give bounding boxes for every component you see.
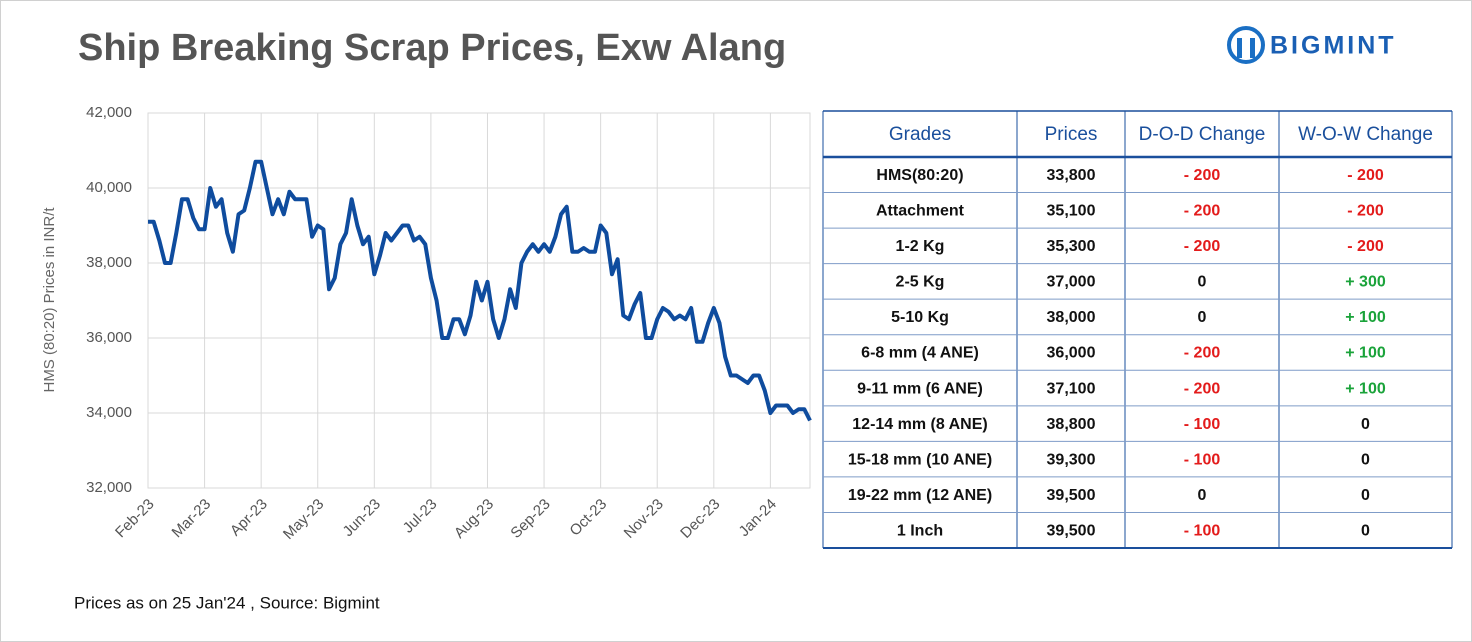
table-cell: 1-2 Kg: [896, 238, 945, 255]
table-cell: Attachment: [876, 203, 965, 220]
table-cell: - 100: [1184, 522, 1221, 539]
table-cell: 38,000: [1047, 309, 1096, 326]
table-cell: - 200: [1184, 238, 1221, 255]
table-cell: - 200: [1347, 167, 1384, 184]
table-cell: 35,100: [1047, 203, 1096, 220]
table-cell: 39,500: [1047, 487, 1096, 504]
table-cell: 33,800: [1047, 167, 1096, 184]
table-cell: + 100: [1345, 380, 1386, 397]
table-header: Prices: [1045, 124, 1098, 145]
table-cell: 35,300: [1047, 238, 1096, 255]
table-cell: 37,100: [1047, 380, 1096, 397]
table-cell: 15-18 mm (10 ANE): [848, 451, 992, 468]
table-cell: HMS(80:20): [876, 167, 963, 184]
table-cell: 19-22 mm (12 ANE): [848, 487, 992, 504]
table-cell: 6-8 mm (4 ANE): [861, 345, 979, 362]
y-tick-label: 36,000: [86, 329, 132, 346]
table-cell: - 200: [1347, 238, 1384, 255]
table-cell: 1 Inch: [897, 522, 943, 539]
footer: Prices as on 25 Jan'24 , Source: Bigmint: [74, 593, 380, 612]
logo-icon: [1237, 38, 1242, 58]
plot-border: [147, 112, 811, 489]
logo-icon: [1227, 26, 1265, 64]
table-cell: 37,000: [1047, 274, 1096, 291]
chart-title: Ship Breaking Scrap Prices, Exw Alang: [78, 27, 786, 69]
brand: BIGMINT: [1270, 32, 1397, 60]
table-cell: 0: [1198, 487, 1207, 504]
table-cell: 0: [1198, 274, 1207, 291]
y-tick-label: 38,000: [86, 254, 132, 271]
table-cell: 9-11 mm (6 ANE): [857, 380, 983, 397]
table-header: Grades: [889, 124, 951, 145]
table-cell: 5-10 Kg: [891, 309, 949, 326]
table-header: W-O-W Change: [1298, 124, 1433, 145]
line: [148, 159, 812, 422]
table-header: D-O-D Change: [1139, 124, 1266, 145]
table-cell: - 200: [1347, 203, 1384, 220]
y-tick-label: 40,000: [86, 179, 132, 196]
logo-icon: [1250, 38, 1255, 58]
table-cell: 2-5 Kg: [896, 274, 945, 291]
y-tick-label: 42,000: [86, 104, 132, 121]
table-cell: 0: [1361, 451, 1370, 468]
table-cell: 12-14 mm (8 ANE): [852, 416, 987, 433]
logo: BIGMINT: [1227, 26, 1397, 64]
table-cell: - 200: [1184, 203, 1221, 220]
table-cell: - 100: [1184, 416, 1221, 433]
table-cell: - 200: [1184, 345, 1221, 362]
table-cell: 39,300: [1047, 451, 1096, 468]
table-cell: 0: [1361, 487, 1370, 504]
y-tick-label: 34,000: [86, 404, 132, 421]
table-cell: 39,500: [1047, 522, 1096, 539]
table-cell: + 100: [1345, 309, 1386, 326]
table-cell: 38,800: [1047, 416, 1096, 433]
table-cell: - 200: [1184, 380, 1221, 397]
y-tick-label: 32,000: [86, 479, 132, 496]
table-cell: 36,000: [1047, 345, 1096, 362]
table-cell: 0: [1198, 309, 1207, 326]
table-cell: - 200: [1184, 167, 1221, 184]
table-cell: 0: [1361, 416, 1370, 433]
table-cell: - 100: [1184, 451, 1221, 468]
table-cell: + 300: [1345, 274, 1386, 291]
table-cell: + 100: [1345, 345, 1386, 362]
y-axis-label: HMS (80:20) Prices in INR/t: [41, 207, 58, 393]
table-cell: 0: [1361, 522, 1370, 539]
